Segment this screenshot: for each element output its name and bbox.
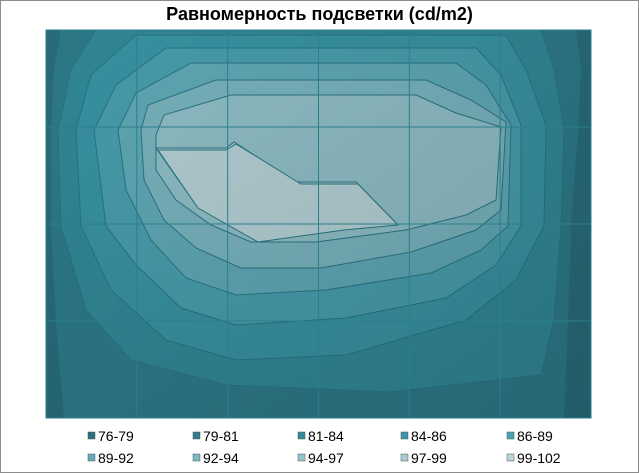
legend-label: 99-102 xyxy=(517,450,561,466)
legend-entry-76-79: 76-79 xyxy=(87,428,134,444)
legend-swatch xyxy=(400,453,409,462)
legend-entry-99-102: 99-102 xyxy=(506,450,561,466)
legend-entry-84-86: 84-86 xyxy=(400,428,447,444)
chart-title: Равномерность подсветки (cd/m2) xyxy=(166,4,473,24)
legend-label: 81-84 xyxy=(308,428,344,444)
legend-label: 97-99 xyxy=(411,450,447,466)
legend-swatch xyxy=(87,453,96,462)
legend-entry-81-84: 81-84 xyxy=(297,428,344,444)
legend-label: 94-97 xyxy=(308,450,344,466)
legend-label: 92-94 xyxy=(203,450,239,466)
legend-swatch xyxy=(297,431,306,440)
legend-entry-89-92: 89-92 xyxy=(87,450,134,466)
legend-swatch xyxy=(506,431,515,440)
legend-entry-97-99: 97-99 xyxy=(400,450,447,466)
legend-swatch xyxy=(87,431,96,440)
legend-label: 84-86 xyxy=(411,428,447,444)
legend-entry-92-94: 92-94 xyxy=(192,450,239,466)
legend-entry-86-89: 86-89 xyxy=(506,428,553,444)
legend-label: 86-89 xyxy=(517,428,553,444)
legend-swatch xyxy=(297,453,306,462)
legend-swatch xyxy=(192,431,201,440)
legend-label: 79-81 xyxy=(203,428,239,444)
legend-swatch xyxy=(192,453,201,462)
legend-swatch xyxy=(400,431,409,440)
legend-label: 89-92 xyxy=(98,450,134,466)
legend-entry-94-97: 94-97 xyxy=(297,450,344,466)
legend-label: 76-79 xyxy=(98,428,134,444)
legend-entry-79-81: 79-81 xyxy=(192,428,239,444)
legend-swatch xyxy=(506,453,515,462)
